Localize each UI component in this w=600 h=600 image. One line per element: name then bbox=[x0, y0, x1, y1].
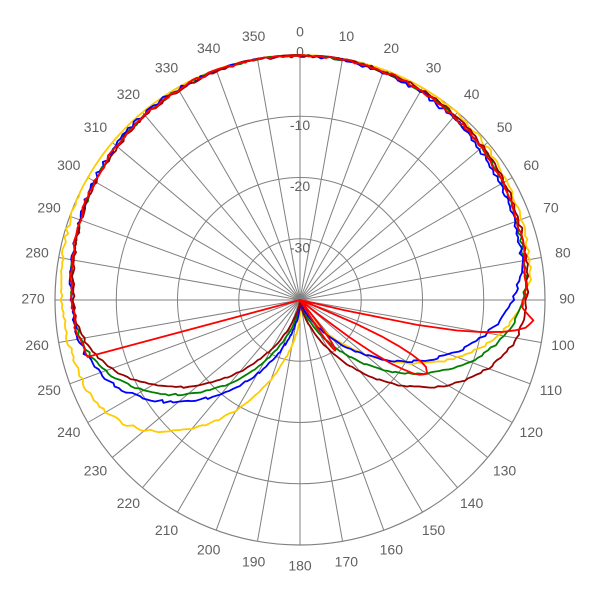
angle-tick-label: 30 bbox=[426, 59, 442, 75]
angle-tick-label: 300 bbox=[57, 157, 81, 173]
angle-tick-label: 110 bbox=[540, 382, 563, 398]
angle-tick-label: 150 bbox=[422, 522, 446, 538]
angle-tick-label: 350 bbox=[242, 28, 266, 44]
angle-tick-label: 50 bbox=[497, 119, 513, 135]
angle-tick-label: 230 bbox=[84, 462, 108, 478]
polar-radiation-chart: 0 10 20 30 40 50 60 70 80 90 100 110 120 130 140 150 160… bbox=[0, 0, 600, 600]
angle-tick-label: 330 bbox=[155, 59, 179, 75]
radial-tick-label: -20 bbox=[290, 178, 310, 194]
angle-tick-label: 120 bbox=[520, 424, 544, 440]
angle-tick-label: 280 bbox=[25, 244, 49, 260]
trace-green bbox=[71, 55, 527, 395]
angle-tick-label: 10 bbox=[339, 28, 355, 44]
angle-tick-label: 130 bbox=[493, 462, 517, 478]
angle-tick-label: 20 bbox=[384, 40, 400, 56]
angle-tick-label: 320 bbox=[117, 86, 141, 102]
trace-blue bbox=[70, 55, 523, 403]
angle-tick-label: 140 bbox=[460, 495, 484, 511]
angle-tick-label: 240 bbox=[57, 424, 81, 440]
trace-red bbox=[70, 55, 533, 375]
angle-tick-label: 290 bbox=[37, 199, 61, 215]
angle-tick-label: 210 bbox=[155, 522, 179, 538]
angle-tick-label: 170 bbox=[335, 554, 359, 570]
angle-tick-label: 260 bbox=[25, 337, 49, 353]
angle-tick-label: 190 bbox=[242, 554, 266, 570]
angle-tick-label: 100 bbox=[551, 337, 575, 353]
angle-tick-label: 180 bbox=[288, 558, 312, 574]
angle-tick-label: 70 bbox=[543, 199, 559, 215]
angle-tick-label: 40 bbox=[464, 86, 480, 102]
angle-tick-label: 80 bbox=[555, 244, 571, 260]
radial-tick-label: -30 bbox=[290, 239, 310, 255]
angle-tick-label: 270 bbox=[21, 291, 45, 307]
angle-tick-label: 250 bbox=[37, 382, 61, 398]
angle-tick-label: 60 bbox=[523, 157, 539, 173]
angle-tick-label: 0 bbox=[296, 24, 304, 40]
angle-tick-label: 340 bbox=[197, 40, 221, 56]
angle-tick-label: 200 bbox=[197, 542, 221, 558]
angle-tick-label: 160 bbox=[380, 542, 404, 558]
radial-tick-label: -10 bbox=[290, 117, 310, 133]
angle-tick-label: 310 bbox=[84, 119, 108, 135]
angle-tick-label: 90 bbox=[559, 291, 575, 307]
angle-tick-label: 220 bbox=[117, 495, 141, 511]
